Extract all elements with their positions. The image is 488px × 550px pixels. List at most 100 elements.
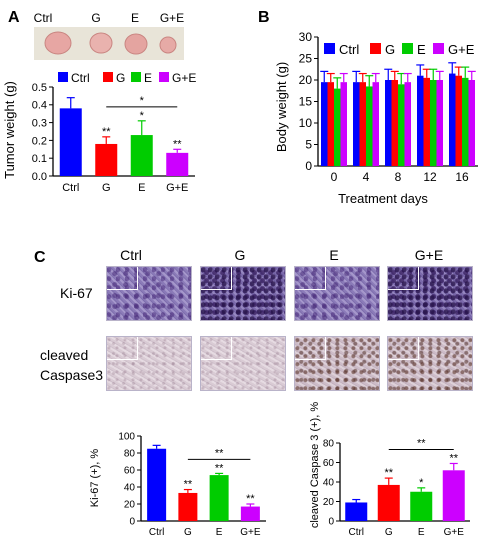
histology-inset (107, 267, 138, 290)
tumor-ctrl (44, 31, 72, 55)
significance-label: ** (102, 126, 111, 138)
y-tick-label: 30 (299, 30, 313, 44)
histology-ki67-ctrl (106, 266, 192, 321)
legend-label: Ctrl (339, 42, 359, 57)
y-tick-label: 0.5 (32, 82, 47, 94)
tumor-g (89, 32, 113, 54)
bar (462, 77, 469, 166)
y-tick-label: 0.2 (32, 135, 47, 147)
legend-swatch-ge (159, 72, 169, 82)
chart-caspase3: cleaved Caspase 3 (+), % 0 20 40 60 80 Ctrl G *… (309, 402, 470, 538)
y-tick-label: 80 (124, 449, 136, 460)
legend-label: E (144, 71, 152, 85)
bar (377, 484, 400, 521)
bar (449, 73, 456, 166)
y-tick-label: 0.3 (32, 117, 47, 129)
histology-row-label-caspase3: Caspase3 (40, 367, 103, 383)
bar (178, 492, 198, 521)
legend-label: G+E (172, 71, 196, 85)
x-tick-label: E (418, 527, 425, 538)
photo-label: E (131, 11, 139, 25)
bar (240, 506, 260, 521)
legend-label: G (385, 42, 395, 57)
tumor-photo (34, 27, 184, 60)
bar (340, 82, 347, 166)
x-axis-label: Treatment days (338, 191, 428, 206)
y-tick-label: 25 (299, 52, 313, 66)
y-tick-label: 15 (299, 95, 313, 109)
y-tick-label: 100 (118, 432, 135, 443)
bar (430, 80, 437, 166)
bar (455, 75, 462, 166)
significance-label: * (140, 110, 145, 122)
legend-label: E (417, 42, 426, 57)
bar (391, 80, 398, 166)
legend: Ctrl G E G+E (58, 71, 196, 85)
histology-inset (107, 337, 138, 360)
bar (359, 82, 366, 166)
bar (410, 491, 433, 521)
bar (147, 448, 167, 521)
significance-label: ** (215, 447, 224, 459)
bar (95, 143, 118, 176)
panel-label-b: B (258, 9, 270, 26)
bar (166, 152, 189, 176)
legend-swatch-g (370, 43, 381, 54)
y-axis-label: Ki-67 (+), % (89, 449, 101, 508)
y-tick-label: 10 (299, 116, 313, 130)
histology-inset (295, 267, 326, 290)
bar (130, 135, 153, 176)
bar (366, 86, 373, 166)
bar (372, 82, 379, 166)
chart-body-weight: Body weight (g) Treatment days Ctrl G E … (274, 30, 478, 206)
histology-col-label: E (329, 247, 338, 263)
histology-row-label-cleaved: cleaved (40, 347, 88, 363)
x-tick-label: G+E (444, 527, 465, 538)
chart-ki67: Ki-67 (+), % 0 20 40 60 80 100 Ctrl G ** E ** G+E **… (89, 432, 266, 538)
significance-label: ** (184, 479, 193, 491)
legend-swatch-ctrl (58, 72, 68, 82)
legend-swatch-e (131, 72, 141, 82)
x-tick-label: G+E (166, 182, 188, 194)
bar (345, 502, 368, 521)
bar (327, 82, 334, 166)
chart-tumor-weight: Tumor weight (g) Ctrl G E G+E 0.0 0.1 0.2 0… (2, 71, 196, 194)
histology-col-label: Ctrl (120, 247, 142, 263)
significance-label: ** (173, 138, 182, 150)
legend: Ctrl G E G+E (324, 42, 475, 57)
photo-label: Ctrl (34, 11, 53, 25)
y-tick-label: 60 (124, 466, 136, 477)
significance-label: ** (215, 462, 224, 474)
bar (321, 82, 328, 166)
histology-col-label: G (235, 247, 246, 263)
photo-label: G+E (160, 11, 184, 25)
histology-ki67-g (200, 266, 286, 321)
histology-inset (388, 267, 419, 290)
bar (468, 80, 475, 166)
x-tick-label: E (216, 527, 223, 538)
histology-inset (201, 337, 232, 360)
bar (209, 475, 229, 521)
x-tick-label: G (184, 527, 192, 538)
significance-label: ** (384, 467, 393, 479)
y-tick-label: 60 (323, 458, 335, 469)
y-tick-label: 20 (323, 497, 335, 508)
y-tick-label: 80 (323, 439, 335, 450)
y-tick-label: 0.4 (32, 100, 47, 112)
histology-inset (388, 337, 419, 360)
histology-ki67-e (294, 266, 380, 321)
tumor-e (124, 33, 148, 55)
histology-col-label: G+E (415, 247, 443, 263)
y-tick-label: 0.1 (32, 153, 47, 165)
x-tick-label: 0 (331, 170, 338, 184)
bar (398, 84, 405, 166)
x-tick-label: G (385, 527, 393, 538)
panel-label-a: A (8, 9, 20, 26)
bar (442, 470, 465, 521)
bar (417, 75, 424, 166)
histology-inset (201, 267, 232, 290)
bar (423, 77, 430, 166)
significance-label: ** (246, 493, 255, 505)
x-tick-label: 4 (363, 170, 370, 184)
